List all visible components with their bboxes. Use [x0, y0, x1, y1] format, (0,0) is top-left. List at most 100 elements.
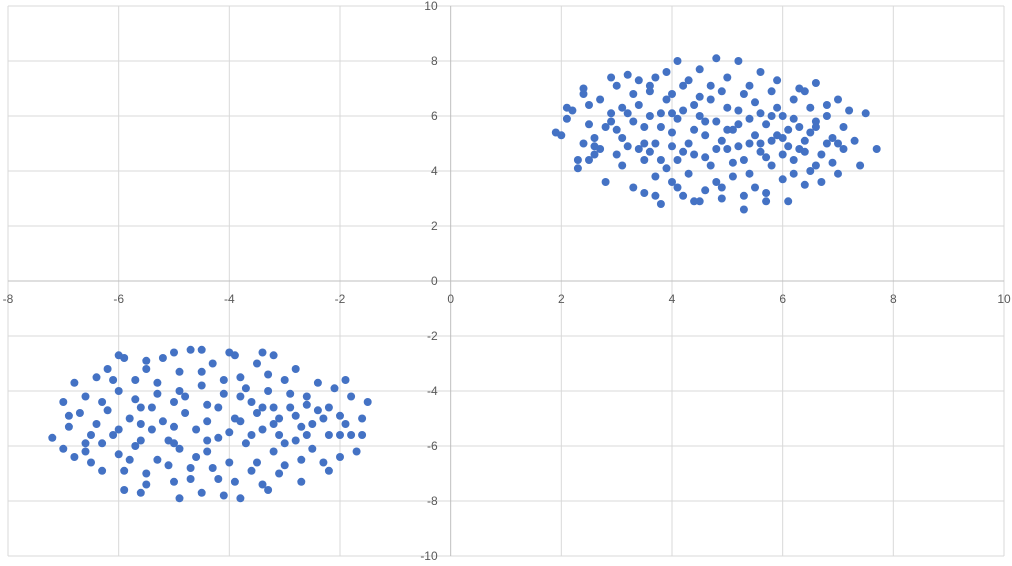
y-tick-label: 4: [431, 164, 438, 178]
data-point: [640, 156, 649, 164]
data-point: [142, 469, 151, 478]
y-tick-label: 0: [431, 274, 438, 288]
data-point: [712, 54, 721, 63]
data-point: [618, 103, 627, 112]
data-point: [341, 420, 350, 428]
data-point: [739, 205, 748, 214]
data-point: [70, 453, 79, 461]
data-point: [651, 172, 660, 181]
data-point: [656, 109, 665, 118]
y-tick-label: -8: [427, 494, 438, 508]
data-point: [651, 73, 660, 82]
data-point: [136, 488, 145, 497]
data-point: [656, 200, 665, 208]
data-point: [197, 367, 206, 376]
data-point: [297, 477, 306, 486]
x-tick-label: 0: [447, 292, 454, 306]
data-point: [92, 420, 101, 428]
data-point: [739, 90, 748, 98]
data-point: [662, 95, 671, 104]
y-tick-label: -10: [420, 549, 438, 563]
data-point: [562, 114, 571, 123]
data-point: [153, 389, 162, 398]
data-point: [197, 345, 206, 354]
data-point: [856, 161, 865, 170]
data-point: [297, 422, 306, 431]
data-point: [142, 365, 151, 373]
data-point: [612, 150, 621, 159]
data-point: [751, 131, 759, 140]
data-point: [717, 136, 726, 145]
data-point: [120, 486, 129, 494]
data-point: [590, 150, 599, 159]
data-point: [668, 128, 676, 137]
data-point: [706, 95, 715, 104]
data-point: [701, 186, 710, 195]
data-point: [601, 178, 610, 186]
data-point: [253, 409, 261, 417]
data-point: [336, 431, 344, 439]
data-point: [568, 106, 577, 115]
data-point: [872, 145, 881, 153]
data-point: [723, 103, 732, 112]
data-point: [87, 431, 95, 439]
data-point: [767, 136, 776, 145]
data-point: [81, 447, 90, 456]
data-point: [247, 398, 256, 406]
data-point: [585, 101, 593, 109]
data-point: [690, 197, 699, 206]
data-point: [125, 414, 134, 423]
data-point: [114, 387, 123, 395]
data-point: [723, 73, 732, 82]
data-point: [811, 123, 820, 131]
data-point: [767, 112, 776, 120]
data-point: [739, 156, 748, 164]
data-point: [629, 183, 638, 192]
data-point: [197, 381, 206, 390]
data-point: [695, 112, 704, 120]
data-point: [269, 420, 278, 428]
data-point: [219, 376, 228, 384]
data-point: [280, 461, 289, 470]
data-point: [778, 112, 787, 120]
data-point: [623, 142, 632, 151]
data-point: [822, 139, 831, 148]
data-point: [751, 98, 759, 107]
data-point: [114, 351, 123, 360]
y-tick-label: -4: [427, 384, 438, 398]
data-point: [203, 447, 212, 456]
data-point: [618, 161, 627, 170]
data-point: [773, 103, 782, 112]
data-point: [745, 114, 754, 123]
data-point: [324, 403, 333, 412]
data-point: [136, 420, 145, 428]
data-point: [120, 466, 129, 475]
data-point: [800, 180, 809, 189]
data-point: [136, 436, 145, 445]
data-point: [806, 103, 815, 112]
data-point: [612, 81, 621, 90]
data-point: [324, 466, 333, 475]
data-point: [114, 425, 123, 434]
data-point: [280, 439, 289, 448]
x-tick-label: -6: [113, 292, 124, 306]
data-point: [170, 477, 178, 486]
data-point: [164, 461, 173, 470]
data-point: [706, 81, 715, 90]
data-point: [690, 101, 699, 109]
data-point: [181, 392, 190, 401]
data-point: [153, 455, 162, 464]
data-point: [579, 84, 588, 93]
data-point: [789, 95, 798, 104]
data-point: [784, 125, 793, 134]
data-point: [596, 95, 605, 104]
data-point: [142, 480, 151, 489]
data-point: [114, 450, 123, 459]
data-point: [81, 392, 90, 401]
y-tick-label: 6: [431, 109, 438, 123]
data-point: [363, 398, 372, 406]
data-point: [275, 414, 284, 423]
data-point: [275, 469, 284, 478]
data-point: [679, 147, 688, 156]
data-point: [784, 197, 793, 206]
